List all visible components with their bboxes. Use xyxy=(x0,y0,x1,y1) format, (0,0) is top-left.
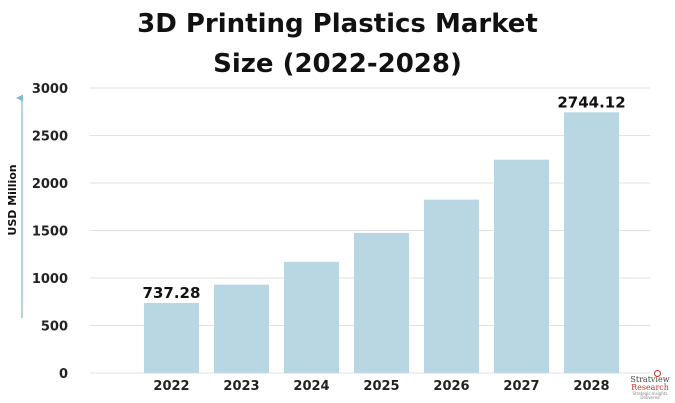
y-tick-label: 1000 xyxy=(32,272,68,287)
bar-2024 xyxy=(284,261,339,373)
x-tick-label: 2027 xyxy=(503,379,539,394)
y-axis-ticks: 0 500 1000 1500 2000 2500 3000 xyxy=(32,82,68,382)
y-tick-label: 500 xyxy=(41,320,68,335)
y-tick-label: 2500 xyxy=(32,130,68,145)
data-labels: 737.28 2744.12 xyxy=(143,93,626,302)
logo-tagline: Strategic Insights Delivered xyxy=(632,391,668,400)
x-tick-label: 2026 xyxy=(433,379,469,394)
bar-2028 xyxy=(564,112,619,374)
logo-line1: Stratview xyxy=(630,375,670,384)
data-label-2022: 737.28 xyxy=(143,284,201,302)
logo-line2: Research xyxy=(631,383,669,392)
bar-2026 xyxy=(424,199,479,373)
bar-2022 xyxy=(144,302,199,373)
y-tick-label: 1500 xyxy=(32,225,68,240)
y-axis-label: USD Million xyxy=(6,164,19,235)
x-tick-label: 2024 xyxy=(293,379,329,394)
x-tick-label: 2028 xyxy=(573,379,609,394)
chart-title-line1: 3D Printing Plastics Market xyxy=(137,9,538,39)
data-label-2028: 2744.12 xyxy=(557,93,625,111)
bar-2025 xyxy=(354,232,409,373)
x-tick-label: 2022 xyxy=(153,379,189,394)
bar-2027 xyxy=(494,159,549,373)
y-tick-label: 3000 xyxy=(32,82,68,97)
x-tick-label: 2023 xyxy=(223,379,259,394)
x-tick-label: 2025 xyxy=(363,379,399,394)
bars xyxy=(144,112,619,374)
chart-title-line2: Size (2022-2028) xyxy=(213,49,462,79)
chart-title: 3D Printing Plastics Market Size (2022-2… xyxy=(0,4,675,84)
y-tick-label: 2000 xyxy=(32,177,68,192)
y-tick-label: 0 xyxy=(59,367,68,382)
logo-mark-icon xyxy=(654,370,661,377)
x-axis-ticks: 2022 2023 2024 2025 2026 2027 2028 xyxy=(153,379,609,394)
bar-2023 xyxy=(214,284,269,373)
stratview-logo: Stratview Research Strategic Insights De… xyxy=(626,370,674,400)
